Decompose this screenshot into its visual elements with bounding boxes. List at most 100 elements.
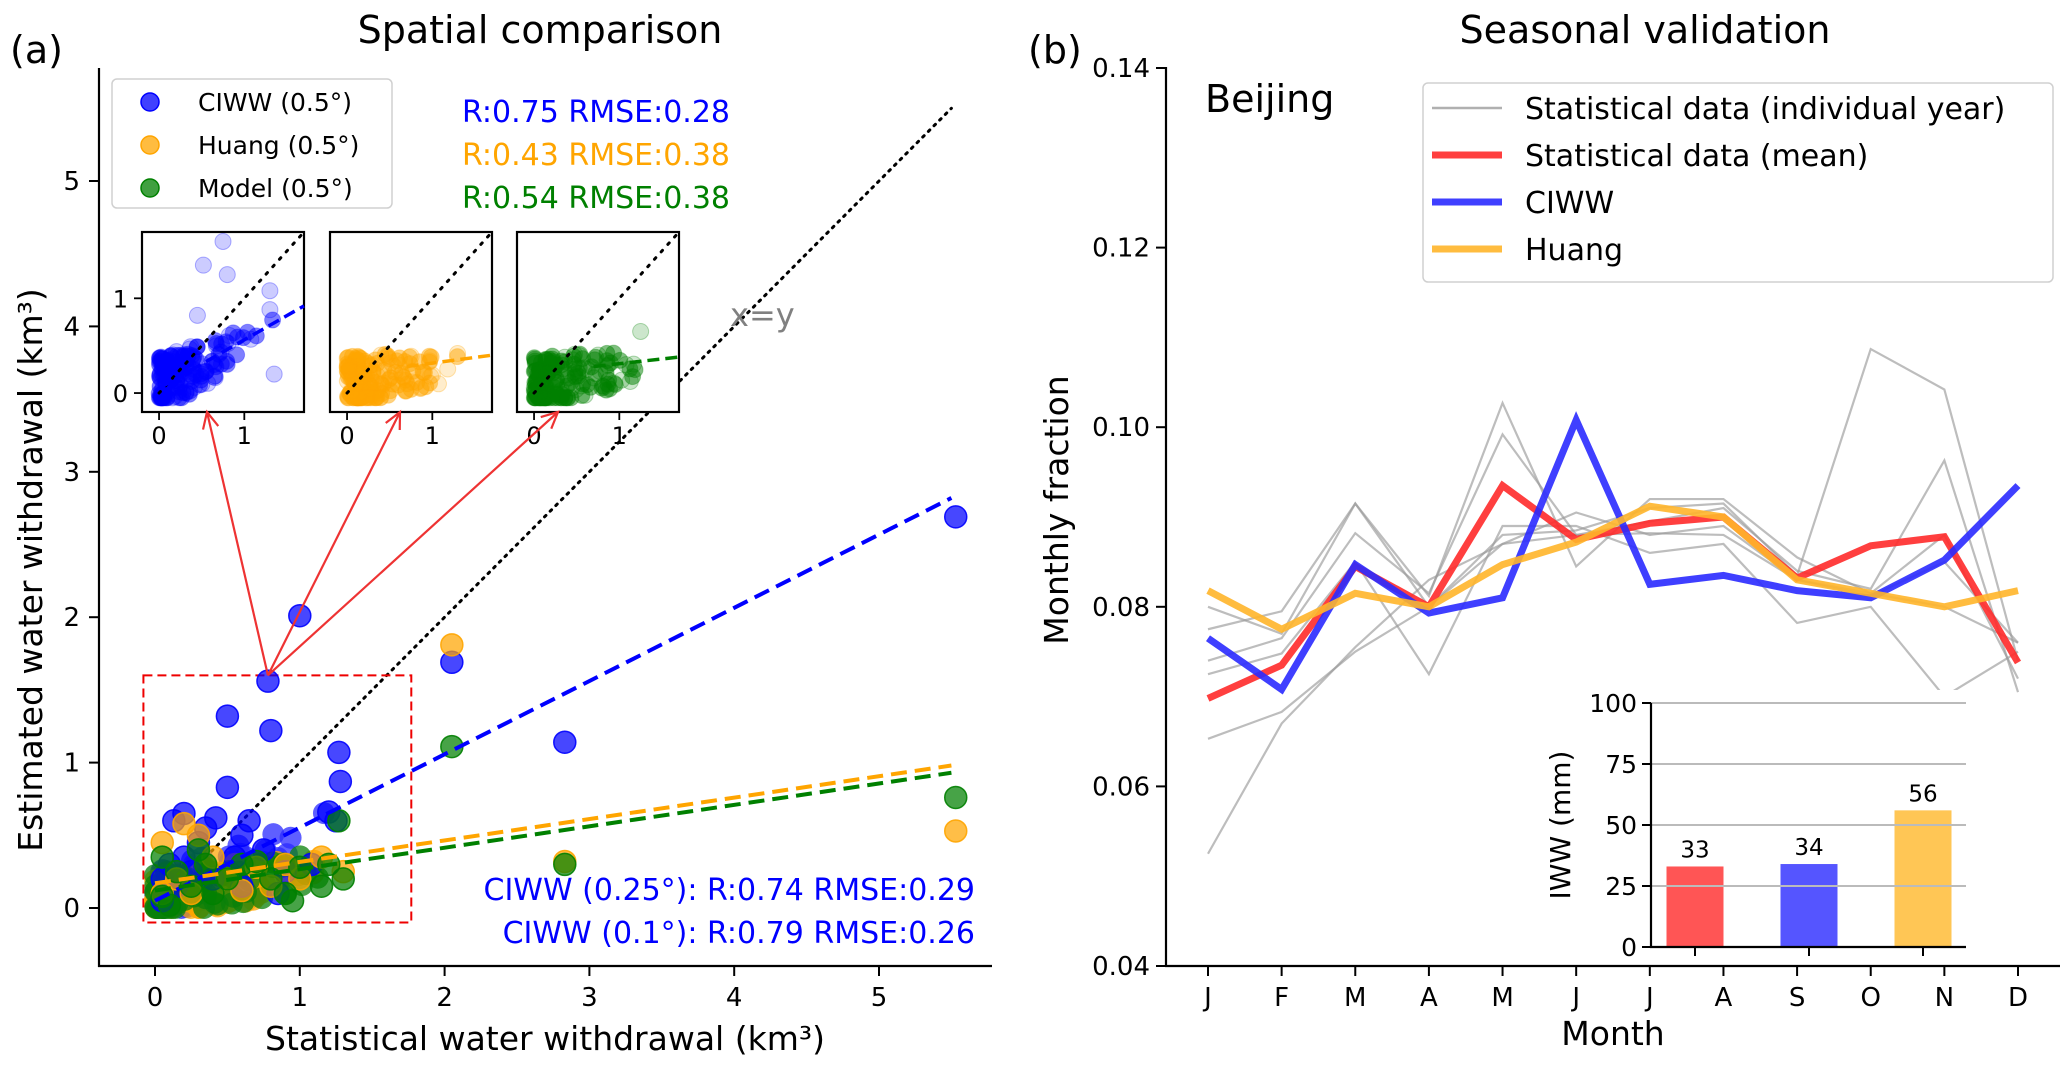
scatter-point [943,819,968,843]
inset-point [559,389,577,407]
inset-point [338,372,356,390]
y-tick-label: 0.08 [1092,593,1150,623]
x-tick-label: D [2008,983,2028,1013]
inset-point [205,368,223,386]
stats-text: CIWW (0.25°): R:0.74 RMSE:0.29 [484,873,976,908]
inset-point [570,346,588,364]
fit-line-model [154,770,952,893]
inset-point [185,378,203,396]
inset-point [613,371,631,389]
scatter-point [943,785,968,810]
legend-marker [140,135,160,155]
inset-point [207,337,225,355]
inset-point [340,358,358,376]
x-tick-label: J [1644,983,1654,1013]
x-tick-label: M [1491,983,1513,1013]
inset-point [575,359,593,377]
x-tick-label: 3 [581,983,598,1013]
panel-a-stats-bottom: CIWW (0.25°): R:0.74 RMSE:0.29 CIWW (0.1°… [484,873,976,951]
scatter-point [288,603,312,628]
x-tick-label: A [1715,983,1733,1013]
scatter-point [309,874,334,898]
panel-a-label: (a) [10,28,63,72]
line-individual-year [1207,347,2020,740]
y-tick-label: 3 [63,458,80,488]
inset-point [379,362,397,380]
inset-point [362,370,380,388]
inset-point [163,350,181,368]
panel-b-seasonal-validation: (b) Seasonal validation Beijing J F M A M J J A… [1028,8,2060,1053]
scatter-point [943,505,968,529]
legend-label: CIWW [1525,186,1614,221]
inset-point [621,372,639,390]
inset-point [578,376,596,394]
identity-line [153,106,953,910]
inset-point [364,374,382,392]
y-tick-label: 0.06 [1092,772,1150,802]
legend-label: Statistical data (mean) [1525,139,1868,174]
scatter-point [440,633,464,657]
inset-point [214,232,232,250]
inset-point [218,355,236,373]
inset-point [352,389,370,407]
x-tick-label: 0 [147,983,164,1013]
inset-point [151,366,169,384]
inset-point [533,389,551,407]
stats-text: R:0.54 RMSE:0.38 [462,181,730,216]
stats-text: CIWW (0.1°): R:0.79 RMSE:0.26 [503,916,975,951]
panel-a-title: Spatial comparison [358,8,723,52]
inset-identity-line [532,230,681,395]
x-tick-label: 4 [726,983,743,1013]
inset-point [422,367,440,385]
scatter-point [215,775,240,800]
stats-text: R:0.75 RMSE:0.28 [462,95,730,130]
inset-point [542,354,560,372]
panel-b-x-label: Month [1561,1014,1664,1053]
inset-point [572,377,590,395]
inset-point [164,346,182,364]
inset-y-tick-label: 0 [1621,933,1637,962]
line-individual-year [1207,432,2020,693]
scatter-point [150,845,174,869]
inset-point [340,356,358,374]
inset-point [158,353,176,371]
y-tick-label: 5 [63,167,80,197]
inset-point [412,378,430,396]
inset-point [528,361,546,379]
inset-point [261,282,279,300]
city-annotation: Beijing [1205,77,1334,121]
x-tick-label: N [1935,983,1954,1013]
inset-point [177,383,195,401]
inset-x-tick-label: 1 [425,422,440,450]
inset-point [371,375,389,393]
inset-point [152,389,170,407]
panel-a-plot-area [142,106,968,924]
legend-marker [140,92,160,112]
inset-point [194,256,212,274]
inset-point [449,344,467,362]
legend-label: CIWW (0.5°) [198,88,352,117]
x-tick-label: A [1420,983,1438,1013]
inset-point [557,366,575,384]
inset-point [567,360,585,378]
inset-y-tick-label: 1 [113,285,128,313]
inset-point [357,389,375,407]
inset-fit-line [406,353,493,369]
inset-point [188,306,206,324]
inset-point [562,373,580,391]
scatter-point [230,823,254,848]
inset-y-tick-label: 25 [1605,872,1637,901]
inset-fit-line [158,304,305,390]
inset-point [366,373,384,391]
inset-identity-line [157,230,306,395]
bar-3 [1894,810,1952,947]
inset-point [168,343,186,361]
stats-text: R:0.43 RMSE:0.38 [462,138,730,173]
panel-a-y-label: Estimated water withdrawal (km³) [11,288,50,852]
inset-point [547,371,565,389]
scatter-point [201,881,225,906]
inset-point [340,361,358,379]
fit-line-ciww [154,496,953,903]
inset-x-tick-label: 0 [526,422,541,450]
